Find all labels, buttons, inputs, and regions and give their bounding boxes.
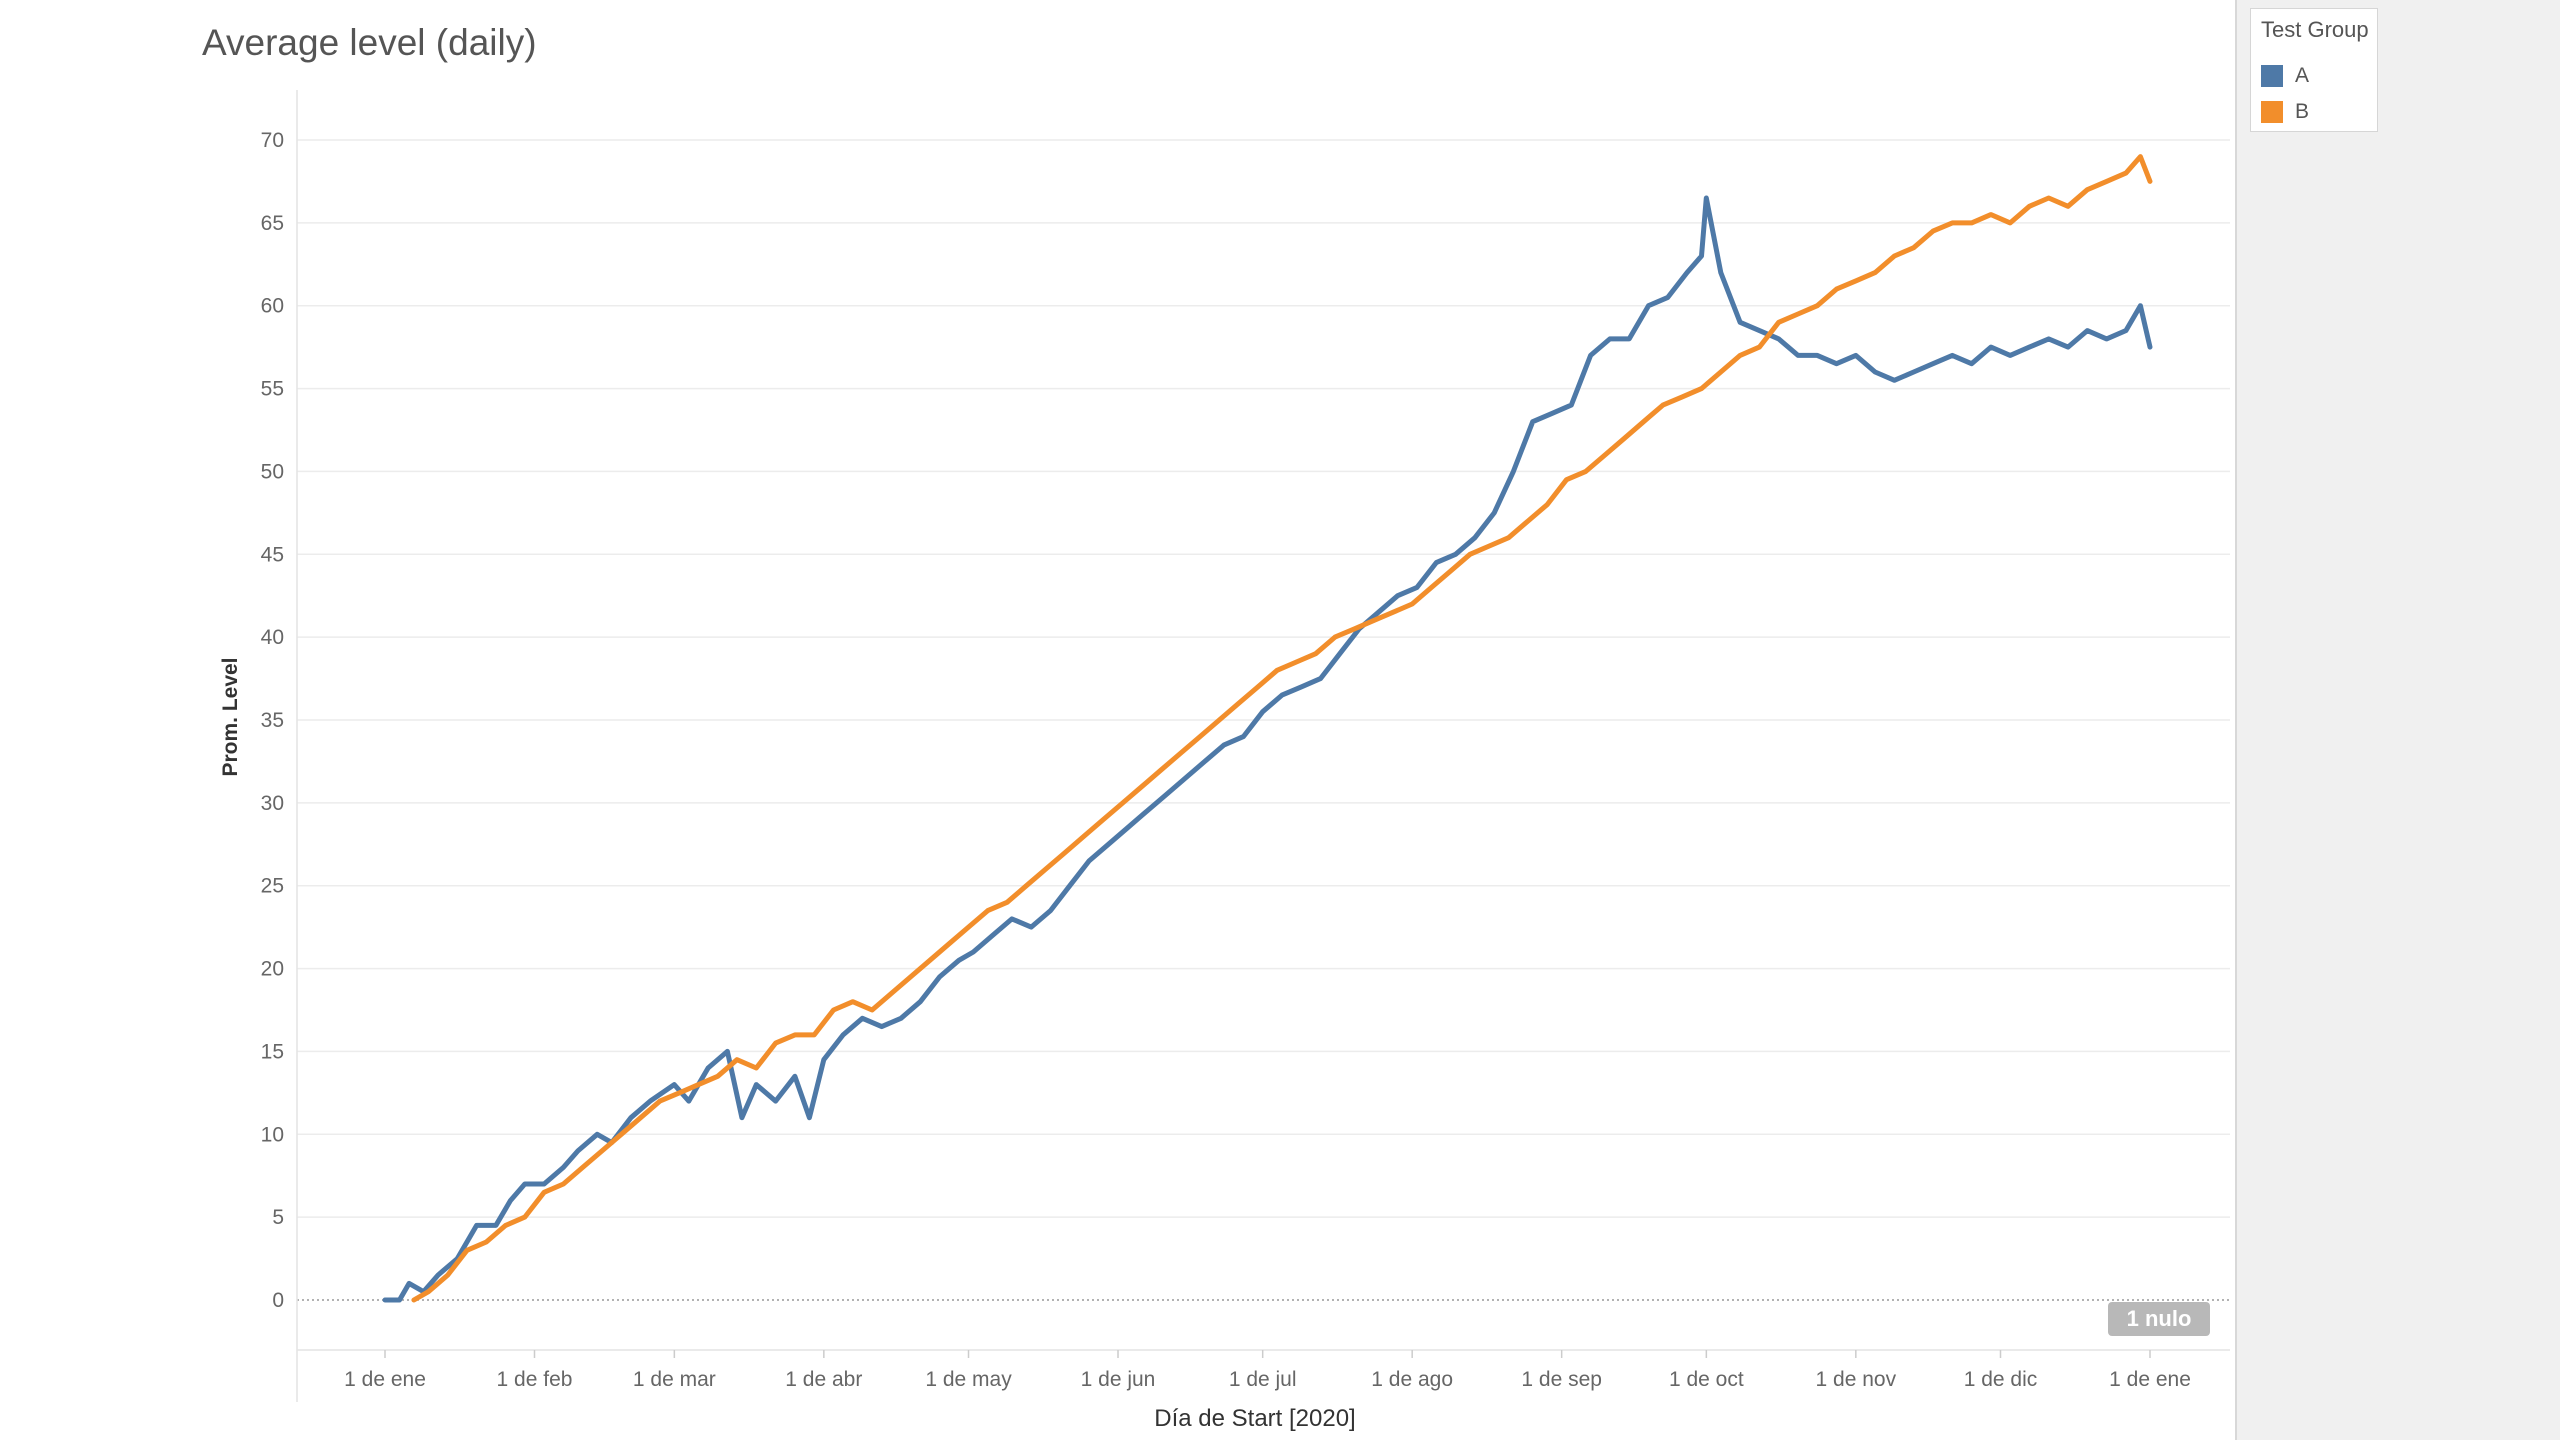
legend-swatch-a: [2261, 65, 2283, 87]
y-tick-label: 55: [261, 378, 284, 401]
gridlines: [296, 90, 2230, 1402]
x-tick-label: 1 de abr: [785, 1368, 862, 1391]
x-tick-label: 1 de sep: [1521, 1368, 1602, 1391]
y-tick-label: 65: [261, 212, 284, 235]
y-tick-label: 10: [261, 1123, 284, 1146]
x-tick-label: 1 de ene: [344, 1368, 426, 1391]
y-axis-ticks: 0 5 10 15 20 25 30 35 40 45 50 55 60 65 70: [261, 129, 284, 1312]
legend-label-b: B: [2295, 100, 2310, 123]
series-line-b[interactable]: [411, 154, 2153, 1303]
legend-label-a: A: [2295, 64, 2310, 87]
y-axis-title: Prom. Level: [219, 657, 242, 776]
null-values-badge[interactable]: 1 nulo: [2108, 1302, 2210, 1336]
side-panel: [2237, 0, 2560, 1440]
y-tick-label: 30: [261, 792, 284, 815]
series-line-a[interactable]: [382, 195, 2153, 1303]
y-tick-label: 40: [261, 626, 284, 649]
x-tick-label: 1 de dic: [1964, 1368, 2038, 1391]
y-tick-label: 60: [261, 295, 284, 318]
legend-swatch-b: [2261, 101, 2283, 123]
panel-divider: [2235, 0, 2237, 1440]
x-axis-title: Día de Start [2020]: [1154, 1405, 1355, 1432]
y-tick-label: 70: [261, 129, 284, 152]
y-tick-label: 45: [261, 543, 284, 566]
legend-title: Test Group: [2261, 17, 2369, 42]
series-lines: [382, 154, 2153, 1303]
y-tick-label: 20: [261, 958, 284, 981]
x-tick-label: 1 de jul: [1229, 1368, 1297, 1391]
x-axis-ticks: 1 de ene 1 de feb 1 de mar 1 de abr 1 de may…: [344, 1350, 2191, 1391]
chart-title: Average level (daily): [202, 22, 537, 63]
x-tick-label: 1 de may: [925, 1368, 1012, 1391]
y-tick-label: 35: [261, 709, 284, 732]
x-tick-label: 1 de mar: [633, 1368, 716, 1391]
y-tick-label: 25: [261, 875, 284, 898]
legend: Test Group A B: [2250, 8, 2378, 132]
x-tick-label: 1 de oct: [1669, 1368, 1744, 1391]
x-tick-label: 1 de ene: [2109, 1368, 2191, 1391]
y-tick-label: 50: [261, 460, 284, 483]
x-tick-label: 1 de feb: [497, 1368, 573, 1391]
x-tick-label: 1 de nov: [1816, 1368, 1897, 1391]
x-tick-label: 1 de jun: [1081, 1368, 1156, 1391]
y-tick-label: 5: [272, 1206, 284, 1229]
x-tick-label: 1 de ago: [1371, 1368, 1453, 1391]
y-tick-label: 0: [272, 1289, 284, 1312]
y-tick-label: 15: [261, 1040, 284, 1063]
